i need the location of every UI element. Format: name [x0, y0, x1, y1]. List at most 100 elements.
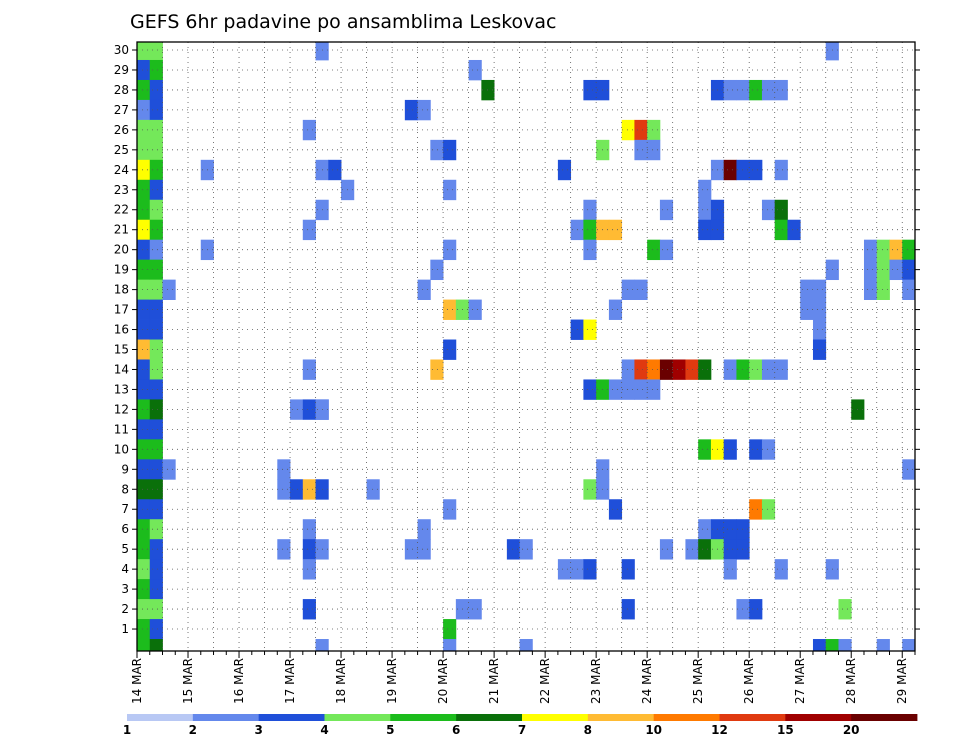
- heatmap-cell: [137, 579, 151, 600]
- legend-swatch: [851, 714, 918, 721]
- heatmap-cell: [876, 239, 890, 261]
- heatmap-cell: [583, 199, 597, 221]
- heatmap-cell: [315, 42, 329, 61]
- heatmap-cell: [634, 119, 648, 141]
- heatmap-cell: [621, 359, 635, 380]
- heatmap-cell: [149, 439, 163, 460]
- heatmap-cell: [723, 559, 737, 580]
- legend-label: 6: [452, 723, 460, 737]
- y-tick-label: 18: [114, 283, 129, 297]
- heatmap-cell: [137, 239, 151, 261]
- heatmap-cells: [137, 42, 916, 652]
- x-tick-label: 16 MAR: [232, 658, 246, 704]
- heatmap-cell: [277, 479, 291, 500]
- y-tick-label: 21: [114, 223, 129, 237]
- heatmap-cell: [557, 559, 572, 580]
- heatmap-cell: [137, 539, 151, 560]
- heatmap-cell: [608, 219, 623, 241]
- heatmap-cell: [736, 159, 750, 181]
- y-tick-label: 29: [114, 63, 129, 77]
- heatmap-cell: [137, 259, 151, 281]
- heatmap-cell: [149, 179, 163, 201]
- y-tick-label: 17: [114, 303, 129, 317]
- x-tick-label: 15 MAR: [181, 658, 195, 704]
- heatmap-cell: [825, 42, 839, 61]
- heatmap-cell: [659, 239, 674, 261]
- heatmap-cell: [723, 359, 737, 380]
- heatmap-cell: [621, 119, 635, 141]
- heatmap-cell: [736, 539, 750, 560]
- heatmap-cell: [647, 139, 661, 161]
- heatmap-cell: [404, 99, 418, 121]
- y-tick-label: 5: [121, 542, 129, 556]
- heatmap-cell: [137, 379, 151, 400]
- heatmap-cell: [647, 239, 661, 261]
- heatmap-cell: [876, 259, 890, 281]
- heatmap-cell: [149, 59, 163, 81]
- legend-label: 10: [645, 723, 662, 737]
- heatmap-cell: [812, 639, 827, 652]
- heatmap-cell: [838, 599, 852, 620]
- heatmap-cell: [149, 99, 163, 121]
- heatmap-cell: [149, 639, 163, 652]
- heatmap-cell: [749, 599, 763, 620]
- heatmap-cell: [137, 59, 151, 81]
- heatmap-cell: [583, 379, 597, 400]
- x-tick-label: 25 MAR: [691, 658, 705, 704]
- legend-label: 20: [843, 723, 860, 737]
- heatmap-cell: [902, 239, 916, 261]
- heatmap-cell: [698, 519, 712, 540]
- x-tick-label: 24 MAR: [640, 658, 654, 704]
- y-tick-label: 19: [114, 263, 129, 277]
- legend-swatch: [324, 714, 391, 721]
- heatmap-cell: [774, 199, 788, 221]
- heatmap-cell: [149, 259, 163, 281]
- heatmap-cell: [137, 99, 151, 121]
- heatmap-cell: [149, 219, 163, 241]
- heatmap-cell: [761, 79, 776, 101]
- x-tick-label: 17 MAR: [283, 658, 297, 704]
- heatmap-cell: [290, 479, 304, 500]
- heatmap-cell: [736, 519, 750, 540]
- y-tick-label: 14: [114, 362, 129, 376]
- x-tick-label: 23 MAR: [589, 658, 603, 704]
- legend-swatch: [719, 714, 786, 721]
- x-tick-label: 29 MAR: [895, 658, 909, 704]
- heatmap-cell: [149, 399, 163, 420]
- heatmap-cell: [137, 639, 151, 652]
- heatmap-cell: [698, 359, 712, 380]
- heatmap-cell: [889, 239, 903, 261]
- heatmap-cell: [443, 179, 457, 201]
- heatmap-cell: [137, 299, 151, 320]
- legend-swatch: [258, 714, 325, 721]
- x-tick-label: 21 MAR: [487, 658, 501, 704]
- heatmap-cell: [583, 479, 597, 500]
- heatmap-cell: [608, 299, 623, 320]
- x-tick-label: 27 MAR: [793, 658, 807, 704]
- heatmap-cell: [889, 259, 903, 281]
- y-tick-label: 1: [121, 622, 129, 636]
- y-tick-label: 22: [114, 203, 129, 217]
- legend-label: 3: [254, 723, 262, 737]
- heatmap-cell: [800, 299, 814, 320]
- heatmap-cell: [149, 579, 163, 600]
- heatmap-cell: [302, 219, 316, 241]
- heatmap-cell: [749, 359, 763, 380]
- heatmap-cell: [902, 459, 916, 480]
- y-tick-label: 2: [121, 602, 129, 616]
- legend-swatch: [456, 714, 523, 721]
- heatmap-cell: [621, 559, 635, 580]
- heatmap-cell: [430, 359, 444, 380]
- heatmap-cell: [137, 79, 151, 101]
- heatmap-cell: [430, 259, 444, 281]
- heatmap-cell: [302, 599, 316, 620]
- heatmap-cell: [443, 299, 457, 320]
- heatmap-cell: [417, 279, 431, 300]
- heatmap-cell: [787, 219, 801, 241]
- heatmap-cell: [698, 439, 712, 460]
- heatmap-cell: [812, 319, 827, 340]
- heatmap-cell: [608, 499, 623, 520]
- heatmap-cell: [290, 399, 304, 420]
- heatmap-cell: [137, 179, 151, 201]
- heatmap-cell: [443, 339, 457, 360]
